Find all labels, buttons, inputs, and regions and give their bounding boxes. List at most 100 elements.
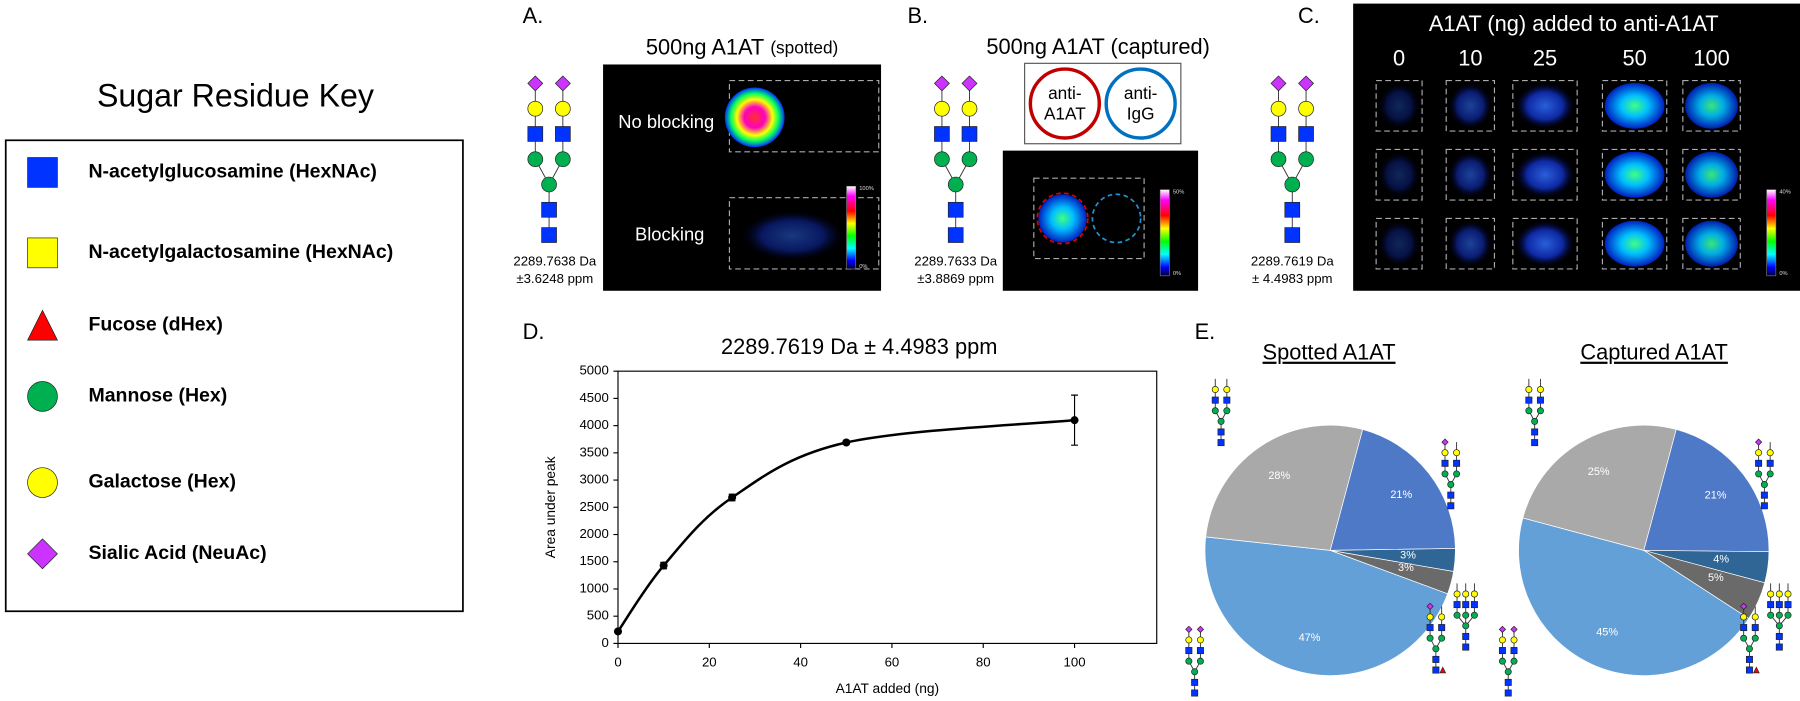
y-tick-label: 3500: [579, 444, 608, 459]
pie-value-label: 3%: [1400, 550, 1416, 562]
man-circle: [1767, 611, 1775, 619]
pie-slice: [1204, 536, 1449, 676]
glc-square: [1284, 227, 1301, 243]
key-item: Sialic Acid (NeuAc): [88, 542, 266, 564]
signal-blob: [1448, 220, 1493, 267]
sia-diamond: [1740, 602, 1748, 610]
roi-box: [1682, 148, 1741, 201]
man-circle: [1766, 470, 1774, 478]
glc-square: [1270, 126, 1287, 142]
gal-circle: [555, 100, 571, 117]
man-circle: [555, 151, 571, 168]
gal-circle: [1755, 449, 1763, 457]
mass-tolerance: ±3.6248 ppm: [516, 271, 593, 286]
sia-diamond: [1498, 625, 1507, 633]
key-item: N-acetylglucosamine (HexNAc): [88, 161, 377, 183]
panel-label: E.: [1195, 319, 1216, 344]
glc-square: [1767, 601, 1775, 609]
man-circle: [934, 151, 950, 168]
man-circle: [1196, 657, 1204, 665]
y-tick-label: 1500: [579, 553, 608, 568]
glc-square: [1755, 459, 1763, 467]
man-circle: [1270, 151, 1287, 168]
glc-square: [1525, 396, 1533, 404]
roi-box: [1512, 79, 1578, 132]
glc-square: [947, 201, 964, 218]
man-circle: [1211, 407, 1219, 415]
roi-box: [1512, 148, 1578, 201]
key-item: Fucose (dHex): [88, 313, 222, 335]
sia-diamond: [1426, 602, 1434, 610]
gal-circle: [1775, 590, 1783, 598]
signal-blob: [1685, 82, 1738, 129]
x-tick-label: 100: [1064, 654, 1086, 669]
antibody-label: IgG: [1127, 104, 1155, 124]
y-tick-label: 1000: [579, 580, 608, 595]
x-tick-label: 80: [976, 654, 991, 669]
glc-square: [555, 126, 571, 142]
glc-square: [947, 227, 964, 243]
row-label: No blocking: [618, 111, 714, 132]
glc-square: [1470, 601, 1478, 609]
title-note: (spotted): [770, 37, 838, 57]
glc-square: [1462, 632, 1470, 640]
panel-title: 500ng A1AT (spotted): [646, 34, 838, 59]
glc-square: [934, 126, 950, 142]
mass-tolerance: ±3.8869 ppm: [917, 271, 994, 286]
colorbar-label: 100%: [859, 186, 874, 192]
key-title: Sugar Residue Key: [97, 77, 375, 113]
signal-blob: [1448, 151, 1493, 198]
sia-diamond: [1185, 625, 1193, 633]
colorbar-label: 50%: [1173, 189, 1184, 195]
glc-square: [1185, 647, 1193, 655]
y-axis-label: Area under peak: [543, 456, 558, 558]
signal-blob: [740, 210, 845, 261]
column-label: 0: [1393, 46, 1405, 71]
colorbar-label: 0%: [1173, 271, 1181, 277]
man-circle: [1740, 634, 1748, 642]
colorbar: [1159, 189, 1170, 277]
sia-diamond: [1270, 75, 1287, 92]
key-item: Mannose (Hex): [88, 385, 227, 407]
antibody-label: anti-: [1124, 83, 1158, 103]
x-tick-label: 60: [885, 654, 900, 669]
gal-square: [27, 237, 58, 269]
y-tick-label: 2000: [579, 526, 608, 541]
gal-circle: [1784, 590, 1792, 598]
glc-square: [1784, 601, 1792, 609]
column-label: 50: [1622, 46, 1646, 71]
glc-square: [1298, 126, 1314, 142]
sia-diamond: [1510, 625, 1518, 633]
man-circle: [1453, 470, 1461, 478]
spot-outline: [1091, 193, 1142, 244]
glc-square: [1751, 624, 1759, 632]
glc-square: [1745, 655, 1753, 663]
roi-box: [1375, 79, 1423, 132]
man-circle: [1185, 657, 1193, 665]
gal-circle: [1211, 386, 1219, 394]
antibody-label: anti-: [1048, 83, 1082, 103]
pie-slice: [1522, 424, 1677, 551]
man-circle: [1298, 151, 1314, 168]
y-tick-label: 5000: [579, 363, 608, 378]
data-point: [613, 627, 623, 636]
glc-square: [1462, 643, 1470, 651]
colorbar-label: 0%: [859, 264, 867, 270]
sia-diamond: [1441, 438, 1449, 446]
roi-box: [1512, 217, 1578, 270]
colorbar-label: 40%: [1779, 189, 1790, 195]
man-circle: [1784, 611, 1792, 619]
glc-square: [1453, 459, 1461, 467]
gal-circle: [1298, 100, 1314, 117]
roi-box: [728, 197, 880, 270]
sia-diamond: [1754, 438, 1763, 446]
x-tick-label: 20: [702, 654, 717, 669]
glc-square: [1217, 439, 1225, 447]
gal-circle: [1767, 590, 1775, 598]
gal-circle: [961, 100, 978, 117]
signal-blob: [1448, 82, 1493, 129]
glc-square: [1504, 678, 1512, 686]
man-circle: [1462, 611, 1470, 619]
glc-square: [1775, 632, 1783, 640]
glc-square: [1453, 601, 1461, 609]
